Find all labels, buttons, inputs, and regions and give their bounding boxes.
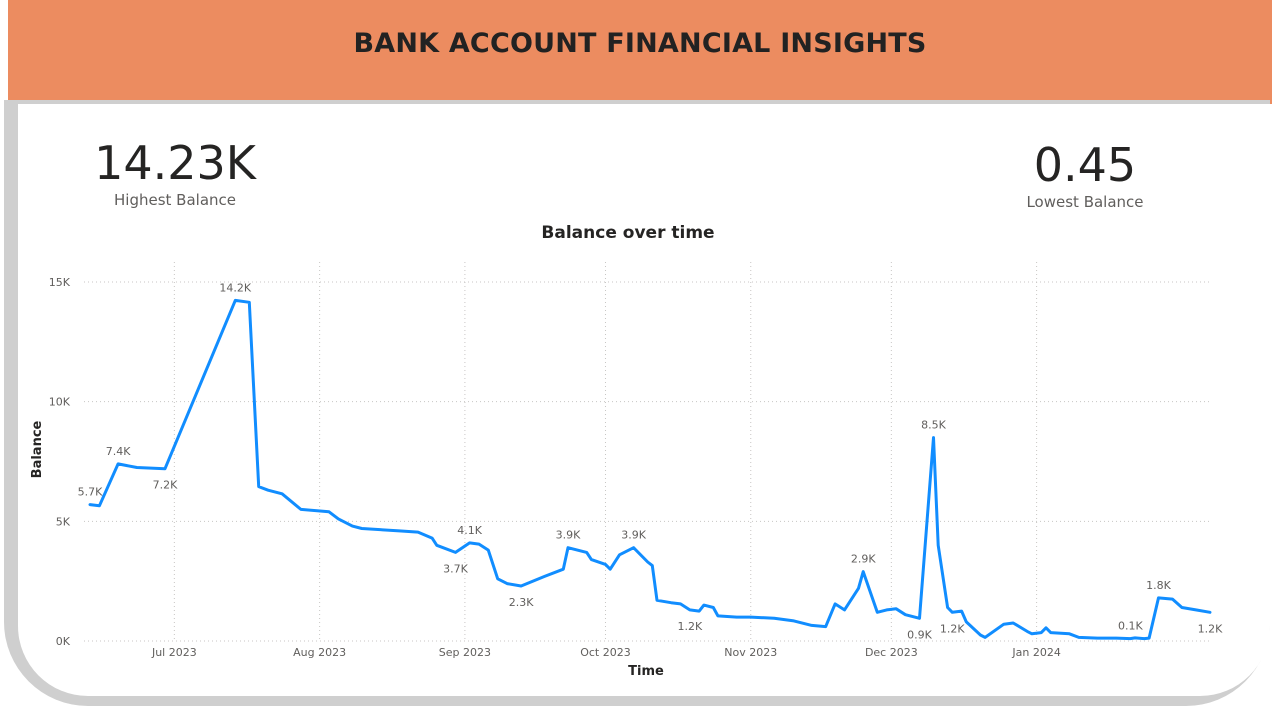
- x-tick-label-5: Dec 2023: [865, 646, 918, 659]
- data-label-6: 2.3K: [509, 596, 534, 609]
- data-label-14: 0.1K: [1118, 620, 1143, 633]
- data-label-10: 2.9K: [851, 553, 876, 566]
- data-label-2: 7.2K: [153, 479, 178, 492]
- highest-balance-value: 14.23K: [94, 136, 256, 190]
- data-label-13: 1.2K: [940, 622, 965, 635]
- data-label-3: 14.2K: [219, 281, 251, 294]
- report-header: BANK ACCOUNT FINANCIAL INSIGHTS: [8, 0, 1272, 104]
- data-label-11: 0.9K: [907, 628, 932, 641]
- x-tick-label-4: Nov 2023: [724, 646, 777, 659]
- y-tick-label-3: 15K: [49, 276, 71, 289]
- x-tick-label-1: Aug 2023: [293, 646, 346, 659]
- data-label-0: 5.7K: [78, 486, 103, 499]
- data-label-12: 8.5K: [921, 419, 946, 432]
- y-tick-label-0: 0K: [56, 635, 71, 648]
- highest-balance-label: Highest Balance: [114, 191, 236, 209]
- data-label-9: 1.2K: [677, 620, 702, 633]
- highest-balance-card[interactable]: 14.23K Highest Balance: [70, 137, 280, 209]
- y-axis-title: Balance: [30, 420, 45, 478]
- data-label-8: 3.9K: [621, 529, 646, 542]
- y-tick-label-2: 10K: [49, 396, 71, 409]
- x-tick-label-3: Oct 2023: [580, 646, 631, 659]
- tick-layer: 0K 5K 10K 15K Jul 2023 Aug 2023 Sep 2023 Oct 20…: [49, 276, 1061, 659]
- report-card: [18, 104, 1270, 696]
- lowest-balance-value: 0.45: [1033, 138, 1137, 192]
- x-tick-label-2: Sep 2023: [439, 646, 491, 659]
- data-label-4: 3.7K: [443, 562, 468, 575]
- y-tick-label-1: 5K: [56, 515, 71, 528]
- data-label-layer: 5.7K 7.4K 7.2K 14.2K 3.7K 4.1K 2.3K 3.9K 3.9K 1.2…: [78, 281, 1223, 641]
- chart-title: Balance over time: [541, 223, 715, 243]
- balance-series-line-0[interactable]: [88, 298, 1212, 641]
- data-label-7: 3.9K: [556, 529, 581, 542]
- lowest-balance-card[interactable]: 0.45 Lowest Balance: [990, 139, 1180, 211]
- grid-layer: [84, 262, 1212, 642]
- data-label-15: 1.8K: [1146, 579, 1171, 592]
- line-layer: [88, 298, 1212, 641]
- x-tick-label-6: Jan 2024: [1011, 646, 1060, 659]
- data-label-1: 7.4K: [106, 445, 131, 458]
- data-label-5: 4.1K: [457, 524, 482, 537]
- lowest-balance-label: Lowest Balance: [1026, 193, 1144, 211]
- data-label-16: 1.2K: [1198, 622, 1223, 635]
- x-tick-label-0: Jul 2023: [151, 646, 197, 659]
- report-title: BANK ACCOUNT FINANCIAL INSIGHTS: [353, 28, 927, 59]
- x-axis-title: Time: [628, 664, 664, 679]
